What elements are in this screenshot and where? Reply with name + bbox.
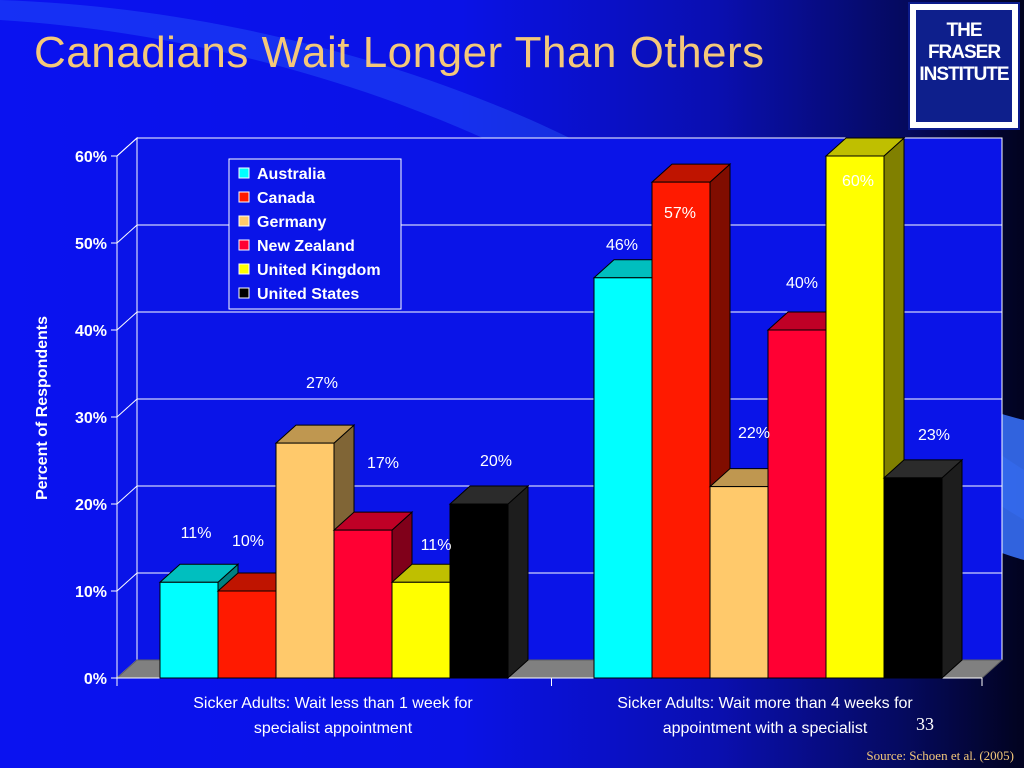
bar bbox=[159, 581, 219, 679]
bar bbox=[767, 329, 827, 679]
bar bbox=[333, 529, 393, 679]
data-label: 57% bbox=[664, 205, 696, 222]
bar bbox=[709, 486, 769, 679]
bar bbox=[825, 155, 885, 679]
gridline-side bbox=[116, 572, 138, 592]
category-label: Sicker Adults: Wait less than 1 week for bbox=[193, 695, 473, 712]
data-label: 46% bbox=[606, 237, 638, 254]
fraser-institute-logo: THE FRASER INSTITUTE bbox=[908, 2, 1020, 130]
data-label: 10% bbox=[232, 533, 264, 550]
gridline-side bbox=[116, 311, 138, 331]
legend-label: United States bbox=[257, 286, 359, 303]
legend-label: United Kingdom bbox=[257, 262, 381, 279]
gridline-side bbox=[116, 398, 138, 418]
gridline-side bbox=[116, 485, 138, 505]
category-label: appointment with a specialist bbox=[663, 720, 868, 737]
bar bbox=[391, 581, 451, 679]
slide-title: Canadians Wait Longer Than Others bbox=[34, 28, 765, 77]
legend-swatch bbox=[238, 287, 250, 299]
slide-number: 33 bbox=[916, 714, 934, 734]
bar-side bbox=[507, 484, 529, 680]
y-axis-label: Percent of Respondents bbox=[34, 316, 51, 500]
legend-swatch bbox=[238, 191, 250, 203]
legend-label: New Zealand bbox=[257, 238, 355, 255]
legend-label: Australia bbox=[257, 166, 326, 183]
data-label: 11% bbox=[181, 525, 212, 542]
legend bbox=[228, 158, 402, 310]
bar-side bbox=[941, 458, 963, 680]
logo-panel: THE FRASER INSTITUTE bbox=[916, 10, 1012, 122]
logo-text-line2: INSTITUTE bbox=[919, 64, 1009, 85]
bar bbox=[449, 503, 509, 679]
legend-label: Canada bbox=[257, 190, 315, 207]
source-citation: Source: Schoen et al. (2005) bbox=[866, 748, 1014, 763]
bar bbox=[275, 442, 335, 679]
y-tick-label: 0% bbox=[84, 671, 107, 688]
legend-swatch bbox=[238, 167, 250, 179]
data-label: 27% bbox=[306, 375, 338, 392]
bar bbox=[593, 277, 653, 679]
bar bbox=[883, 477, 943, 679]
data-label: 60% bbox=[842, 173, 874, 190]
data-label: 22% bbox=[738, 425, 770, 442]
y-tick-label: 60% bbox=[75, 149, 107, 166]
legend-swatch bbox=[238, 239, 250, 251]
data-label: 40% bbox=[786, 275, 818, 292]
y-tick-label: 20% bbox=[75, 497, 107, 514]
legend-swatch bbox=[238, 263, 250, 275]
category-label: specialist appointment bbox=[254, 720, 413, 737]
y-tick-label: 40% bbox=[75, 323, 107, 340]
gridline-side bbox=[116, 137, 138, 157]
legend-swatch bbox=[238, 215, 250, 227]
data-label: 20% bbox=[480, 453, 512, 470]
bar bbox=[651, 181, 711, 679]
gridline-side bbox=[116, 224, 138, 244]
data-label: 23% bbox=[918, 427, 950, 444]
y-tick-label: 50% bbox=[75, 236, 107, 253]
data-label: 17% bbox=[367, 455, 399, 472]
category-label: Sicker Adults: Wait more than 4 weeks fo… bbox=[617, 695, 913, 712]
data-label: 11% bbox=[421, 537, 452, 554]
logo-text-line1: THE FRASER bbox=[927, 20, 1001, 63]
y-tick-label: 10% bbox=[75, 584, 107, 601]
legend-label: Germany bbox=[257, 214, 326, 231]
y-tick-label: 30% bbox=[75, 410, 107, 427]
bar bbox=[217, 590, 277, 679]
